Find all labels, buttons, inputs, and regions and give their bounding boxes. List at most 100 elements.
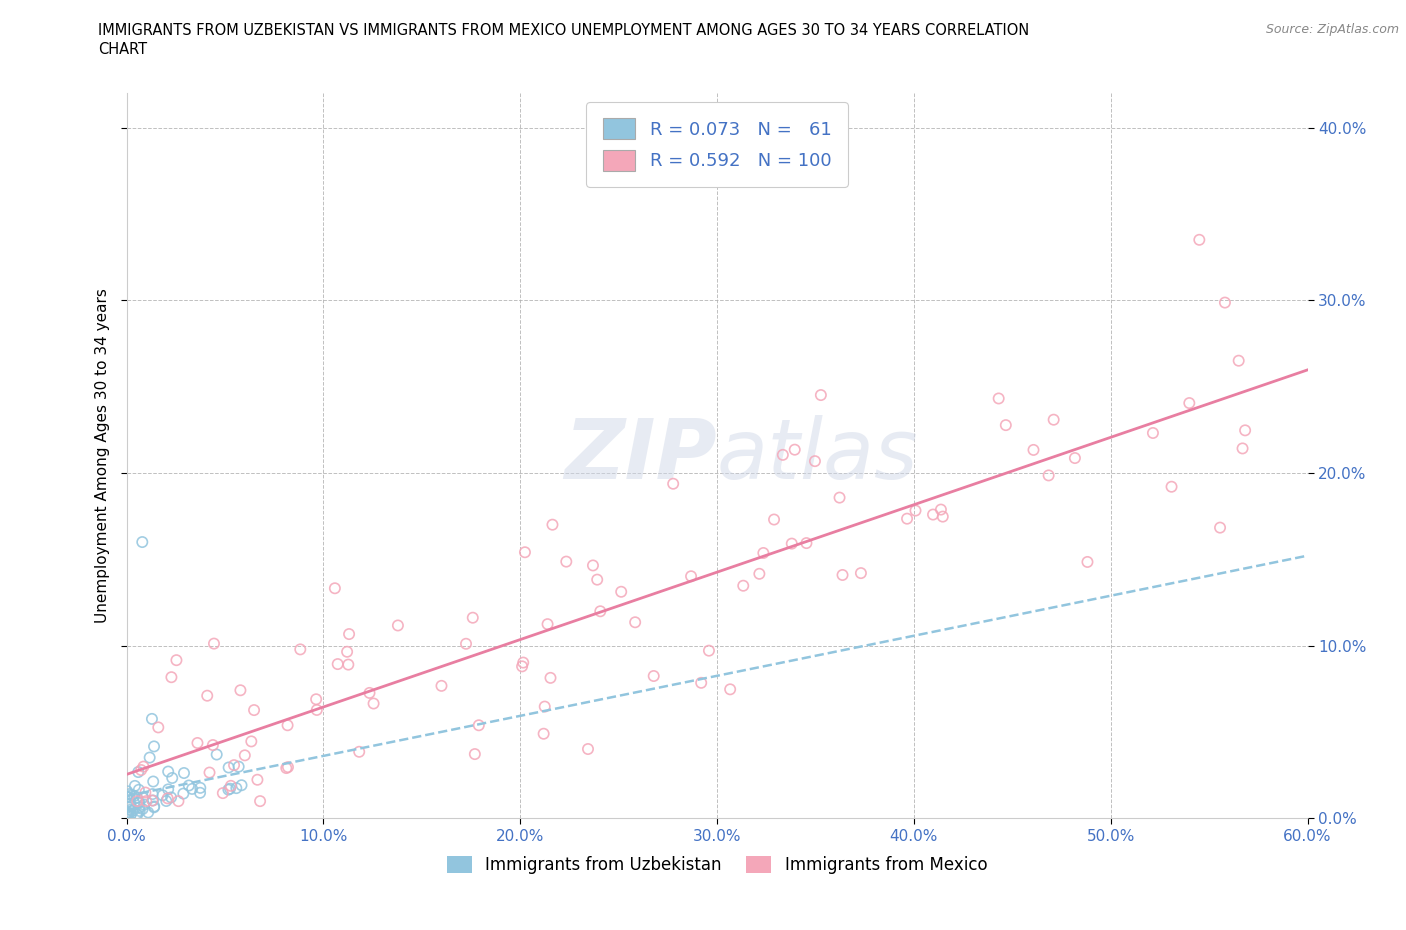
Point [233,748,256,763]
Point [1209,520,1232,535]
Point [904,503,927,518]
Point [172,786,194,801]
Point [1064,451,1087,466]
Point [783,443,806,458]
Point [136,805,159,820]
Point [690,675,713,690]
Point [363,696,385,711]
Point [1227,353,1250,368]
Point [464,747,486,762]
Text: CHART: CHART [98,42,148,57]
Point [132,759,155,774]
Point [157,764,180,779]
Point [582,558,605,573]
Point [115,806,138,821]
Point [323,581,346,596]
Point [697,644,720,658]
Legend: Immigrants from Uzbekistan, Immigrants from Mexico: Immigrants from Uzbekistan, Immigrants f… [439,848,995,883]
Point [718,682,741,697]
Point [165,653,187,668]
Point [152,788,174,803]
Point [127,793,149,808]
Point [555,554,578,569]
Point [387,618,409,633]
Point [117,808,139,823]
Point [228,759,250,774]
Point [135,793,157,808]
Y-axis label: Unemployment Among Ages 30 to 34 years: Unemployment Among Ages 30 to 34 years [94,288,110,623]
Point [277,718,299,733]
Point [219,778,242,793]
Point [225,780,247,795]
Point [142,793,165,808]
Point [202,636,225,651]
Point [246,772,269,787]
Point [1076,554,1098,569]
Point [780,537,803,551]
Point [1042,412,1064,427]
Point [160,670,183,684]
Point [188,780,211,795]
Point [117,807,139,822]
Point [218,760,240,775]
Point [1022,443,1045,458]
Point [662,476,685,491]
Point [305,692,328,707]
Point [155,793,177,808]
Point [461,610,484,625]
Point [359,685,381,700]
Point [143,739,166,754]
Point [1213,295,1236,310]
Point [828,490,851,505]
Point [186,736,208,751]
Point [117,800,139,815]
Point [772,447,794,462]
Point [141,711,163,726]
Point [120,806,142,821]
Point [121,804,143,818]
Point [454,636,477,651]
Text: Source: ZipAtlas.com: Source: ZipAtlas.com [1265,23,1399,36]
Point [124,778,146,793]
Point [243,703,266,718]
Point [173,765,195,780]
Point [1160,479,1182,494]
Point [752,546,775,561]
Point [536,617,558,631]
Point [430,678,453,693]
Text: ZIP: ZIP [564,415,717,497]
Point [148,720,170,735]
Point [277,760,299,775]
Point [624,615,647,630]
Point [127,764,149,779]
Point [143,800,166,815]
Point [1188,232,1211,247]
Point [1142,426,1164,441]
Point [128,795,150,810]
Point [337,627,360,642]
Point [132,797,155,812]
Point [932,509,955,524]
Point [922,507,945,522]
Point [201,737,224,752]
Point [796,536,818,551]
Point [849,565,872,580]
Point [124,789,146,804]
Point [121,788,143,803]
Point [1178,395,1201,410]
Point [512,655,534,670]
Point [231,777,253,792]
Point [1234,423,1257,438]
Point [337,658,360,672]
Point [156,790,179,805]
Point [128,800,150,815]
Point [347,744,370,759]
Point [831,567,853,582]
Point [763,512,786,527]
Point [240,734,263,749]
Point [117,804,139,819]
Point [326,657,349,671]
Point [586,572,609,587]
Point [290,642,312,657]
Point [132,790,155,805]
